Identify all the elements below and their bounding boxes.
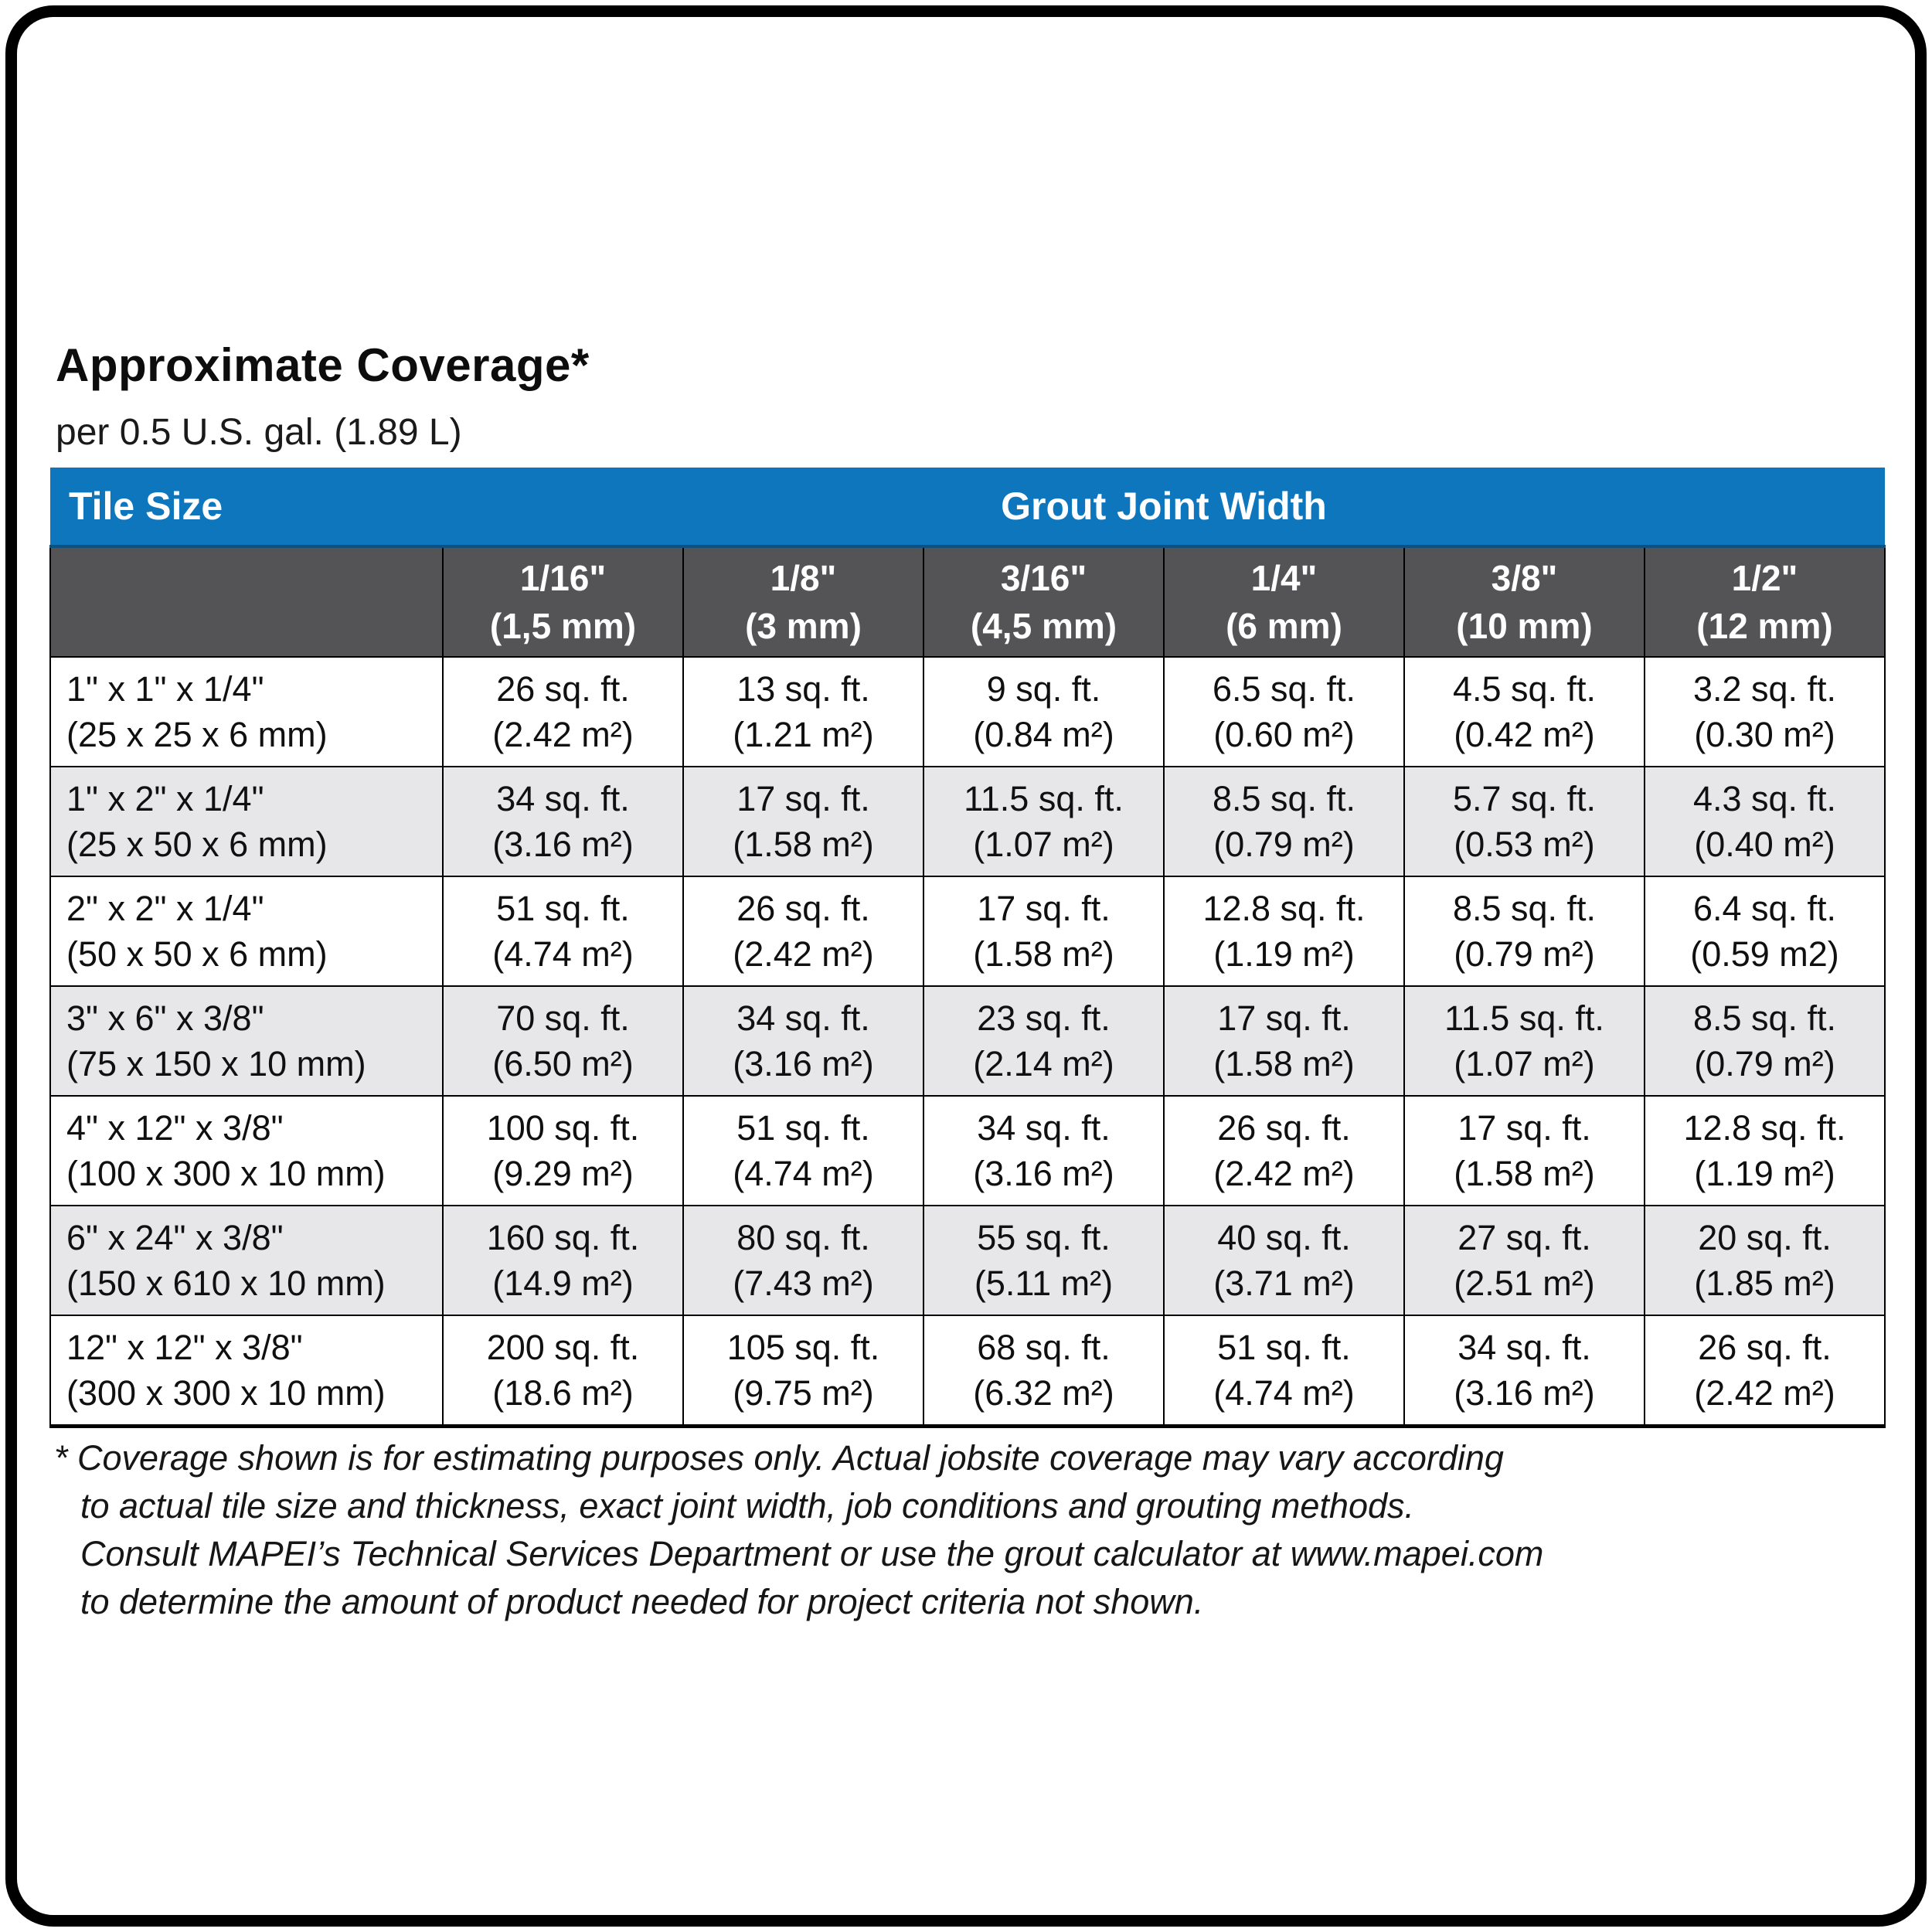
coverage-cell: 26 sq. ft. (2.42 m²): [1644, 1315, 1886, 1428]
table-row: 1" x 1" x 1/4" (25 x 25 x 6 mm) 26 sq. ft.…: [49, 656, 1886, 767]
table-row: 12" x 12" x 3/8" (300 x 300 x 10 mm) 200 s…: [49, 1315, 1886, 1428]
table-row: 6" x 24" x 3/8" (150 x 610 x 10 mm) 160 sq…: [49, 1205, 1886, 1316]
coverage-cell: 8.5 sq. ft. (0.79 m²): [1403, 876, 1645, 987]
joint-width-column-header: 1/2" (12 mm): [1644, 546, 1886, 658]
table-row: 3" x 6" x 3/8" (75 x 150 x 10 mm) 70 sq. f…: [49, 985, 1886, 1097]
coverage-cell: 4.5 sq. ft. (0.42 m²): [1403, 656, 1645, 767]
grout-joint-width-header: Grout Joint Width: [443, 468, 1885, 548]
blank-corner-cell: [49, 546, 444, 658]
footnote-line: * Coverage shown is for estimating purpo…: [54, 1438, 1504, 1478]
column-header-row: 1/16" (1,5 mm) 1/8" (3 mm) 3/16" (4,5 mm) 1/4"…: [49, 546, 1886, 658]
coverage-table-body: 1" x 1" x 1/4" (25 x 25 x 6 mm) 26 sq. ft.…: [49, 656, 1886, 1428]
coverage-cell: 80 sq. ft. (7.43 m²): [682, 1205, 924, 1316]
coverage-cell: 17 sq. ft. (1.58 m²): [923, 876, 1165, 987]
coverage-cell: 9 sq. ft. (0.84 m²): [923, 656, 1165, 767]
coverage-cell: 70 sq. ft. (6.50 m²): [442, 985, 684, 1097]
page-subtitle: per 0.5 U.S. gal. (1.89 L): [56, 412, 462, 453]
coverage-cell: 17 sq. ft. (1.58 m²): [1403, 1095, 1645, 1206]
coverage-cell: 26 sq. ft. (2.42 m²): [1163, 1095, 1405, 1206]
joint-width-column-header: 1/8" (3 mm): [682, 546, 924, 658]
joint-width-column-header: 1/16" (1,5 mm): [442, 546, 684, 658]
coverage-cell: 51 sq. ft. (4.74 m²): [442, 876, 684, 987]
coverage-cell: 51 sq. ft. (4.74 m²): [1163, 1315, 1405, 1428]
tile-size-cell: 2" x 2" x 1/4" (50 x 50 x 6 mm): [49, 876, 444, 987]
coverage-cell: 13 sq. ft. (1.21 m²): [682, 656, 924, 767]
coverage-cell: 11.5 sq. ft. (1.07 m²): [1403, 985, 1645, 1097]
coverage-cell: 4.3 sq. ft. (0.40 m²): [1644, 766, 1886, 877]
coverage-cell: 11.5 sq. ft. (1.07 m²): [923, 766, 1165, 877]
table-row: 1" x 2" x 1/4" (25 x 50 x 6 mm) 34 sq. ft.…: [49, 766, 1886, 877]
coverage-cell: 12.8 sq. ft. (1.19 m²): [1644, 1095, 1886, 1206]
table-title-row: Tile Size Grout Joint Width: [50, 468, 1885, 548]
coverage-cell: 23 sq. ft. (2.14 m²): [923, 985, 1165, 1097]
tile-size-cell: 12" x 12" x 3/8" (300 x 300 x 10 mm): [49, 1315, 444, 1428]
footnote-line: to determine the amount of product neede…: [80, 1582, 1204, 1621]
coverage-table: Tile Size Grout Joint Width 1/16" (1,5 mm…: [49, 468, 1886, 1428]
coverage-cell: 27 sq. ft. (2.51 m²): [1403, 1205, 1645, 1316]
coverage-cell: 26 sq. ft. (2.42 m²): [442, 656, 684, 767]
coverage-cell: 17 sq. ft. (1.58 m²): [682, 766, 924, 877]
joint-width-column-header: 1/4" (6 mm): [1163, 546, 1405, 658]
coverage-cell: 26 sq. ft. (2.42 m²): [682, 876, 924, 987]
coverage-cell: 12.8 sq. ft. (1.19 m²): [1163, 876, 1405, 987]
coverage-cell: 200 sq. ft. (18.6 m²): [442, 1315, 684, 1428]
coverage-cell: 34 sq. ft. (3.16 m²): [682, 985, 924, 1097]
coverage-cell: 40 sq. ft. (3.71 m²): [1163, 1205, 1405, 1316]
tile-size-header: Tile Size: [50, 468, 443, 548]
page-title: Approximate Coverage*: [56, 339, 590, 391]
coverage-cell: 6.4 sq. ft. (0.59 m2): [1644, 876, 1886, 987]
table-row: 4" x 12" x 3/8" (100 x 300 x 10 mm) 100 sq…: [49, 1095, 1886, 1206]
tile-size-cell: 1" x 1" x 1/4" (25 x 25 x 6 mm): [49, 656, 444, 767]
coverage-cell: 160 sq. ft. (14.9 m²): [442, 1205, 684, 1316]
footnote-line: to actual tile size and thickness, exact…: [80, 1486, 1414, 1526]
coverage-cell: 8.5 sq. ft. (0.79 m²): [1644, 985, 1886, 1097]
tile-size-cell: 3" x 6" x 3/8" (75 x 150 x 10 mm): [49, 985, 444, 1097]
coverage-cell: 55 sq. ft. (5.11 m²): [923, 1205, 1165, 1316]
coverage-cell: 68 sq. ft. (6.32 m²): [923, 1315, 1165, 1428]
joint-width-column-header: 3/8" (10 mm): [1403, 546, 1645, 658]
coverage-cell: 5.7 sq. ft. (0.53 m²): [1403, 766, 1645, 877]
coverage-cell: 8.5 sq. ft. (0.79 m²): [1163, 766, 1405, 877]
tile-size-cell: 4" x 12" x 3/8" (100 x 300 x 10 mm): [49, 1095, 444, 1206]
coverage-cell: 100 sq. ft. (9.29 m²): [442, 1095, 684, 1206]
coverage-cell: 3.2 sq. ft. (0.30 m²): [1644, 656, 1886, 767]
coverage-cell: 20 sq. ft. (1.85 m²): [1644, 1205, 1886, 1316]
tile-size-cell: 1" x 2" x 1/4" (25 x 50 x 6 mm): [49, 766, 444, 877]
footnote: * Coverage shown is for estimating purpo…: [54, 1434, 1886, 1626]
coverage-cell: 34 sq. ft. (3.16 m²): [442, 766, 684, 877]
joint-width-column-header: 3/16" (4,5 mm): [923, 546, 1165, 658]
coverage-cell: 34 sq. ft. (3.16 m²): [923, 1095, 1165, 1206]
table-row: 2" x 2" x 1/4" (50 x 50 x 6 mm) 51 sq. ft.…: [49, 876, 1886, 987]
coverage-cell: 51 sq. ft. (4.74 m²): [682, 1095, 924, 1206]
footnote-line: Consult MAPEI’s Technical Services Depar…: [80, 1534, 1544, 1573]
coverage-cell: 105 sq. ft. (9.75 m²): [682, 1315, 924, 1428]
coverage-cell: 17 sq. ft. (1.58 m²): [1163, 985, 1405, 1097]
coverage-cell: 34 sq. ft. (3.16 m²): [1403, 1315, 1645, 1428]
tile-size-cell: 6" x 24" x 3/8" (150 x 610 x 10 mm): [49, 1205, 444, 1316]
coverage-cell: 6.5 sq. ft. (0.60 m²): [1163, 656, 1405, 767]
